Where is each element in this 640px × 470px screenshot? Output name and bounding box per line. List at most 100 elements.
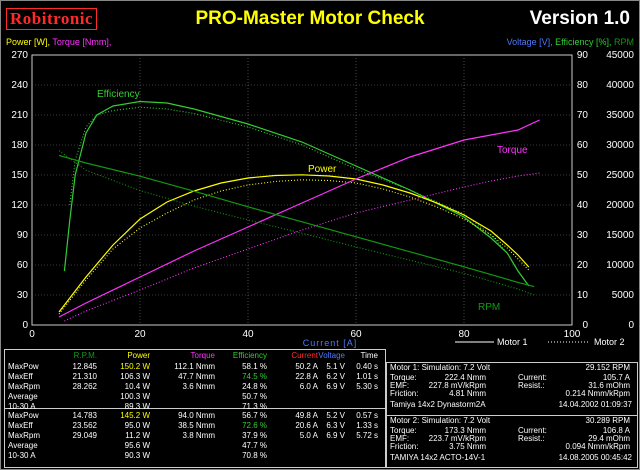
motor2-info-value: 0.094 Nmm/kRpm [565,442,630,451]
row-label: MaxEff [8,421,33,430]
motor2-cell: 90.3 W [124,451,150,460]
motor1-info-label: EMF: [390,381,410,390]
annotations: Efficiency Power Torque RPM [97,89,528,313]
motor1-cell: 10.4 W [124,382,150,391]
table-header: Power [127,351,150,360]
curve-efficiency-motor-1 [63,100,530,287]
table-header: Efficiency [232,351,267,360]
motor2-cell: 6.3 V [326,421,345,430]
table-header: Torque [190,351,215,360]
x-tick: 100 [564,329,581,340]
legend-voltage: Voltage [V], [506,37,553,47]
table-header: R.P.M. [73,351,97,360]
y-left-tick: 30 [17,290,29,301]
curve-efficiency-motor-2 [69,106,530,287]
y-rpm-tick: 45000 [606,50,634,61]
legend-efficiency: Efficiency [%], [555,37,612,47]
motor2-info-value: 223.7 mV/kRpm [428,434,486,443]
motor2-cell: 0.57 s [356,411,378,420]
motor-legend: Motor 1 Motor 2 [455,337,625,347]
legend-motor1-label: Motor 1 [497,337,528,347]
legend-torque: Torque [Nmm], [52,37,112,47]
motor1-cell: 89.3 W [124,402,150,411]
motor1-info-label: Torque: [390,373,417,382]
motor2-cell: 20.6 A [295,421,318,430]
y-left-tick: 270 [11,50,28,61]
motor2-info-label: Resist.: [518,434,545,443]
y-pct-tick: 60 [577,140,589,151]
curve-power-motor-1 [58,174,530,313]
motor2-cell: 5.0 A [299,431,318,440]
motor2-info-date: 14.08.2005 00:45:42 [558,453,632,462]
curve-rpm-motor-2 [58,150,535,296]
motor1-cell: 22.8 A [295,372,318,381]
x-tick: 0 [29,329,35,340]
motor1-info-label: Friction: [390,389,419,398]
motor2-info-box [386,415,638,468]
legend-rpm: RPM [614,37,634,47]
motor1-info-value: 227.8 mV/kRpm [428,381,486,390]
y-pct-tick: 30 [577,230,589,241]
motor2-info-label: Torque: [390,426,417,435]
motor1-cell: 6.9 V [326,382,345,391]
table-header: Time [360,351,378,360]
motor1-cell: 21.310 [72,372,97,381]
motor1-info-value: 31.6 mOhm [588,381,630,390]
motor1-cell: 47.7 Nmm [178,372,215,381]
row-label: 10-30 A [8,451,36,460]
motor2-info-value: 3.75 Nmm [449,442,486,451]
motor1-cell: 74.5 % [242,372,267,381]
motor2-cell: 38.5 Nmm [178,421,215,430]
motor1-info-label: Resist.: [518,381,545,390]
y-pct-tick: 90 [577,50,589,61]
motor2-cell: 56.7 % [242,411,267,420]
left-axis-legend: Power [W], Torque [Nmm], [6,37,111,47]
motor1-cell: 5.30 s [356,382,378,391]
motor1-info-value: 0.214 Nmm/kRpm [565,389,630,398]
plot-area [31,54,573,326]
motor1-cell: 150.2 W [120,362,150,371]
motor2-info-label: Current: [518,426,547,435]
row-label: 10-30 A [8,402,36,411]
motor1-cell: 1.01 s [356,372,378,381]
y-left-tick: 120 [11,200,28,211]
y-rpm-tick: 20000 [606,200,634,211]
motor2-cell: 1.33 s [356,421,378,430]
y-left-tick: 180 [11,140,28,151]
motor2-info-title: Motor 2: Simulation: 7.2 Volt [390,416,491,425]
x-axis-label: Current [A] [303,338,358,348]
curves [58,100,540,322]
curve-torque-motor-2 [64,172,540,322]
row-label: Average [8,441,38,450]
x-tick: 80 [458,329,470,340]
x-tick: 60 [350,329,362,340]
y-rpm-tick: 10000 [606,260,634,271]
y-pct-tick: 10 [577,290,589,301]
motor2-cell: 5.72 s [356,431,378,440]
motor1-cell: 112.1 Nmm [174,362,215,371]
motor1-cell: 50.7 % [242,392,267,401]
y-left-tick: 0 [22,320,28,331]
y-rpm-tick: 25000 [606,170,634,181]
motor1-cell: 106.3 W [120,372,150,381]
motor1-cell: 6.2 V [326,372,345,381]
motor2-info-rpm: 30.289 RPM [585,416,630,425]
motor1-cell: 71.3 % [242,402,267,411]
x-tick: 40 [242,329,254,340]
motor1-info-value: 105.7 A [602,373,630,382]
motor1-cell: 24.8 % [242,382,267,391]
y-left-tick: 60 [17,260,29,271]
row-label: MaxPow [8,362,39,371]
y-rpm-tick: 15000 [606,230,634,241]
motor1-info-rpm: 29.152 RPM [585,363,630,372]
curve-label: RPM [478,302,500,313]
grid [32,55,572,325]
motor1-cell: 3.6 Nmm [182,382,215,391]
motor2-cell: 95.6 W [124,441,150,450]
motor2-stats-box [4,408,386,468]
motor2-info-value: 29.4 mOhm [588,434,630,443]
row-label: MaxRpm [8,382,41,391]
motor2-cell: 6.9 V [326,431,345,440]
motor2-cell: 3.8 Nmm [182,431,215,440]
x-tick: 20 [134,329,146,340]
